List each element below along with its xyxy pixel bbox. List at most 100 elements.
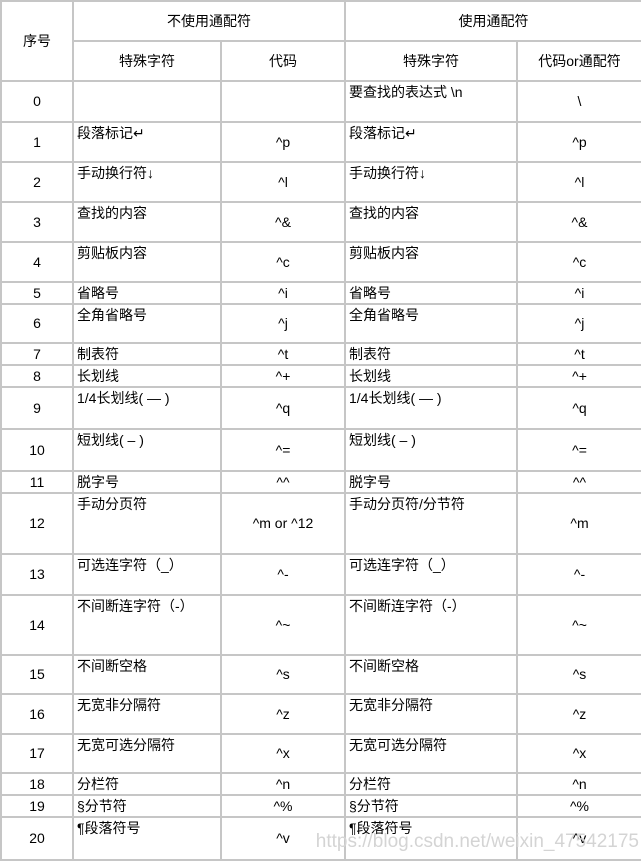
cell-code-wc: ^z bbox=[516, 693, 641, 735]
cell-code-wc: ^& bbox=[516, 201, 641, 243]
cell-code: ^v bbox=[220, 816, 346, 861]
cell-no: 0 bbox=[0, 80, 74, 123]
header-code: 代码 bbox=[220, 40, 346, 82]
cell-special-wc: §分节符 bbox=[344, 794, 518, 818]
table-row: 19 §分节符 ^% §分节符 ^% bbox=[0, 794, 641, 818]
table-row: 15 不间断空格 ^s 不间断空格 ^s bbox=[0, 654, 641, 695]
cell-special-wc: 短划线( – ) bbox=[344, 428, 518, 472]
cell-code: ^c bbox=[220, 241, 346, 283]
cell-no: 6 bbox=[0, 303, 74, 344]
cell-code-wc: ^p bbox=[516, 121, 641, 163]
cell-code: ^n bbox=[220, 772, 346, 796]
cell-code: ^% bbox=[220, 794, 346, 818]
cell-special-wc: 无宽非分隔符 bbox=[344, 693, 518, 735]
cell-special: 1/4长划线( — ) bbox=[72, 386, 222, 430]
cell-code: ^z bbox=[220, 693, 346, 735]
cell-special: §分节符 bbox=[72, 794, 222, 818]
cell-special-wc: 无宽可选分隔符 bbox=[344, 733, 518, 774]
cell-code: ^m or ^12 bbox=[220, 492, 346, 555]
cell-special-wc: 长划线 bbox=[344, 364, 518, 388]
cell-code-wc: ^x bbox=[516, 733, 641, 774]
cell-special: 剪贴板内容 bbox=[72, 241, 222, 283]
cell-special: 脱字号 bbox=[72, 470, 222, 494]
table-row: 16 无宽非分隔符 ^z 无宽非分隔符 ^z bbox=[0, 693, 641, 735]
table-row: 1 段落标记↵ ^p 段落标记↵ ^p bbox=[0, 121, 641, 163]
cell-special-wc: 制表符 bbox=[344, 342, 518, 366]
cell-special-wc: 脱字号 bbox=[344, 470, 518, 494]
cell-code: ^- bbox=[220, 553, 346, 596]
cell-code-wc: ^n bbox=[516, 772, 641, 796]
cell-no: 9 bbox=[0, 386, 74, 430]
header-special-char-wildcard: 特殊字符 bbox=[344, 40, 518, 82]
cell-no: 7 bbox=[0, 342, 74, 366]
cell-code-wc: ^% bbox=[516, 794, 641, 818]
header-group-row: 序号 不使用通配符 使用通配符 bbox=[0, 0, 641, 82]
cell-no: 16 bbox=[0, 693, 74, 735]
cell-no: 10 bbox=[0, 428, 74, 472]
cell-special bbox=[72, 80, 222, 123]
table-row: 11 脱字号 ^^ 脱字号 ^^ bbox=[0, 470, 641, 494]
cell-no: 5 bbox=[0, 281, 74, 305]
cell-special: ¶段落符号 bbox=[72, 816, 222, 861]
header-no: 序号 bbox=[0, 0, 74, 82]
cell-special-wc: 剪贴板内容 bbox=[344, 241, 518, 283]
cell-no: 8 bbox=[0, 364, 74, 388]
table-row: 7 制表符 ^t 制表符 ^t bbox=[0, 342, 641, 366]
cell-code: ^i bbox=[220, 281, 346, 305]
cell-special: 分栏符 bbox=[72, 772, 222, 796]
cell-special: 省略号 bbox=[72, 281, 222, 305]
cell-no: 4 bbox=[0, 241, 74, 283]
table-row: 2 手动换行符↓ ^l 手动换行符↓ ^l bbox=[0, 161, 641, 203]
cell-special: 制表符 bbox=[72, 342, 222, 366]
cell-special-wc: 省略号 bbox=[344, 281, 518, 305]
cell-no: 17 bbox=[0, 733, 74, 774]
table-row: 6 全角省略号 ^j 全角省略号 ^j bbox=[0, 303, 641, 344]
cell-special: 全角省略号 bbox=[72, 303, 222, 344]
header-sub-row: 特殊字符 代码 特殊字符 代码or通配符 bbox=[1, 40, 641, 82]
cell-no: 11 bbox=[0, 470, 74, 494]
cell-no: 14 bbox=[0, 594, 74, 656]
cell-special: 无宽非分隔符 bbox=[72, 693, 222, 735]
cell-code: ^+ bbox=[220, 364, 346, 388]
table-row: 17 无宽可选分隔符 ^x 无宽可选分隔符 ^x bbox=[0, 733, 641, 774]
cell-code-wc: ^m bbox=[516, 492, 641, 555]
cell-no: 18 bbox=[0, 772, 74, 796]
cell-code-wc: ^- bbox=[516, 553, 641, 596]
cell-no: 1 bbox=[0, 121, 74, 163]
cell-special: 无宽可选分隔符 bbox=[72, 733, 222, 774]
cell-special: 不间断连字符（-） bbox=[72, 594, 222, 656]
table-row: 20 ¶段落符号 ^v ¶段落符号 ^v bbox=[0, 816, 641, 861]
cell-special: 查找的内容 bbox=[72, 201, 222, 243]
header-group-wildcard: 使用通配符 bbox=[344, 0, 641, 42]
cell-code-wc: ^+ bbox=[516, 364, 641, 388]
cell-special-wc: 不间断连字符（-） bbox=[344, 594, 518, 656]
table-row: 18 分栏符 ^n 分栏符 ^n bbox=[0, 772, 641, 796]
cell-code-wc: ^t bbox=[516, 342, 641, 366]
table-row: 8 长划线 ^+ 长划线 ^+ bbox=[0, 364, 641, 388]
cell-special: 长划线 bbox=[72, 364, 222, 388]
cell-special-wc: 分栏符 bbox=[344, 772, 518, 796]
cell-code-wc: \ bbox=[516, 80, 641, 123]
cell-code: ^x bbox=[220, 733, 346, 774]
cell-no: 20 bbox=[0, 816, 74, 861]
table-row: 4 剪贴板内容 ^c 剪贴板内容 ^c bbox=[0, 241, 641, 283]
table-row: 13 可选连字符（_） ^- 可选连字符（_） ^- bbox=[0, 553, 641, 596]
cell-code bbox=[220, 80, 346, 123]
table-body: 0 要查找的表达式 \n \ 1 段落标记↵ ^p 段落标记↵ ^p 2 手动换行符↓ ^l 手动换行… bbox=[0, 80, 641, 861]
cell-code-wc: ^= bbox=[516, 428, 641, 472]
header-special-char: 特殊字符 bbox=[72, 40, 222, 82]
cell-no: 15 bbox=[0, 654, 74, 695]
cell-code-wc: ^v bbox=[516, 816, 641, 861]
table-row: 5 省略号 ^i 省略号 ^i bbox=[0, 281, 641, 305]
cell-special-wc: ¶段落符号 bbox=[344, 816, 518, 861]
header-code-or-wildcard: 代码or通配符 bbox=[516, 40, 641, 82]
cell-special: 短划线( – ) bbox=[72, 428, 222, 472]
cell-special: 手动分页符 bbox=[72, 492, 222, 555]
cell-code-wc: ^l bbox=[516, 161, 641, 203]
cell-code-wc: ^c bbox=[516, 241, 641, 283]
cell-special-wc: 手动分页符/分节符 bbox=[344, 492, 518, 555]
cell-code-wc: ^~ bbox=[516, 594, 641, 656]
table-row: 12 手动分页符 ^m or ^12 手动分页符/分节符 ^m bbox=[0, 492, 641, 555]
table-row: 9 1/4长划线( — ) ^q 1/4长划线( — ) ^q bbox=[0, 386, 641, 430]
cell-code: ^t bbox=[220, 342, 346, 366]
